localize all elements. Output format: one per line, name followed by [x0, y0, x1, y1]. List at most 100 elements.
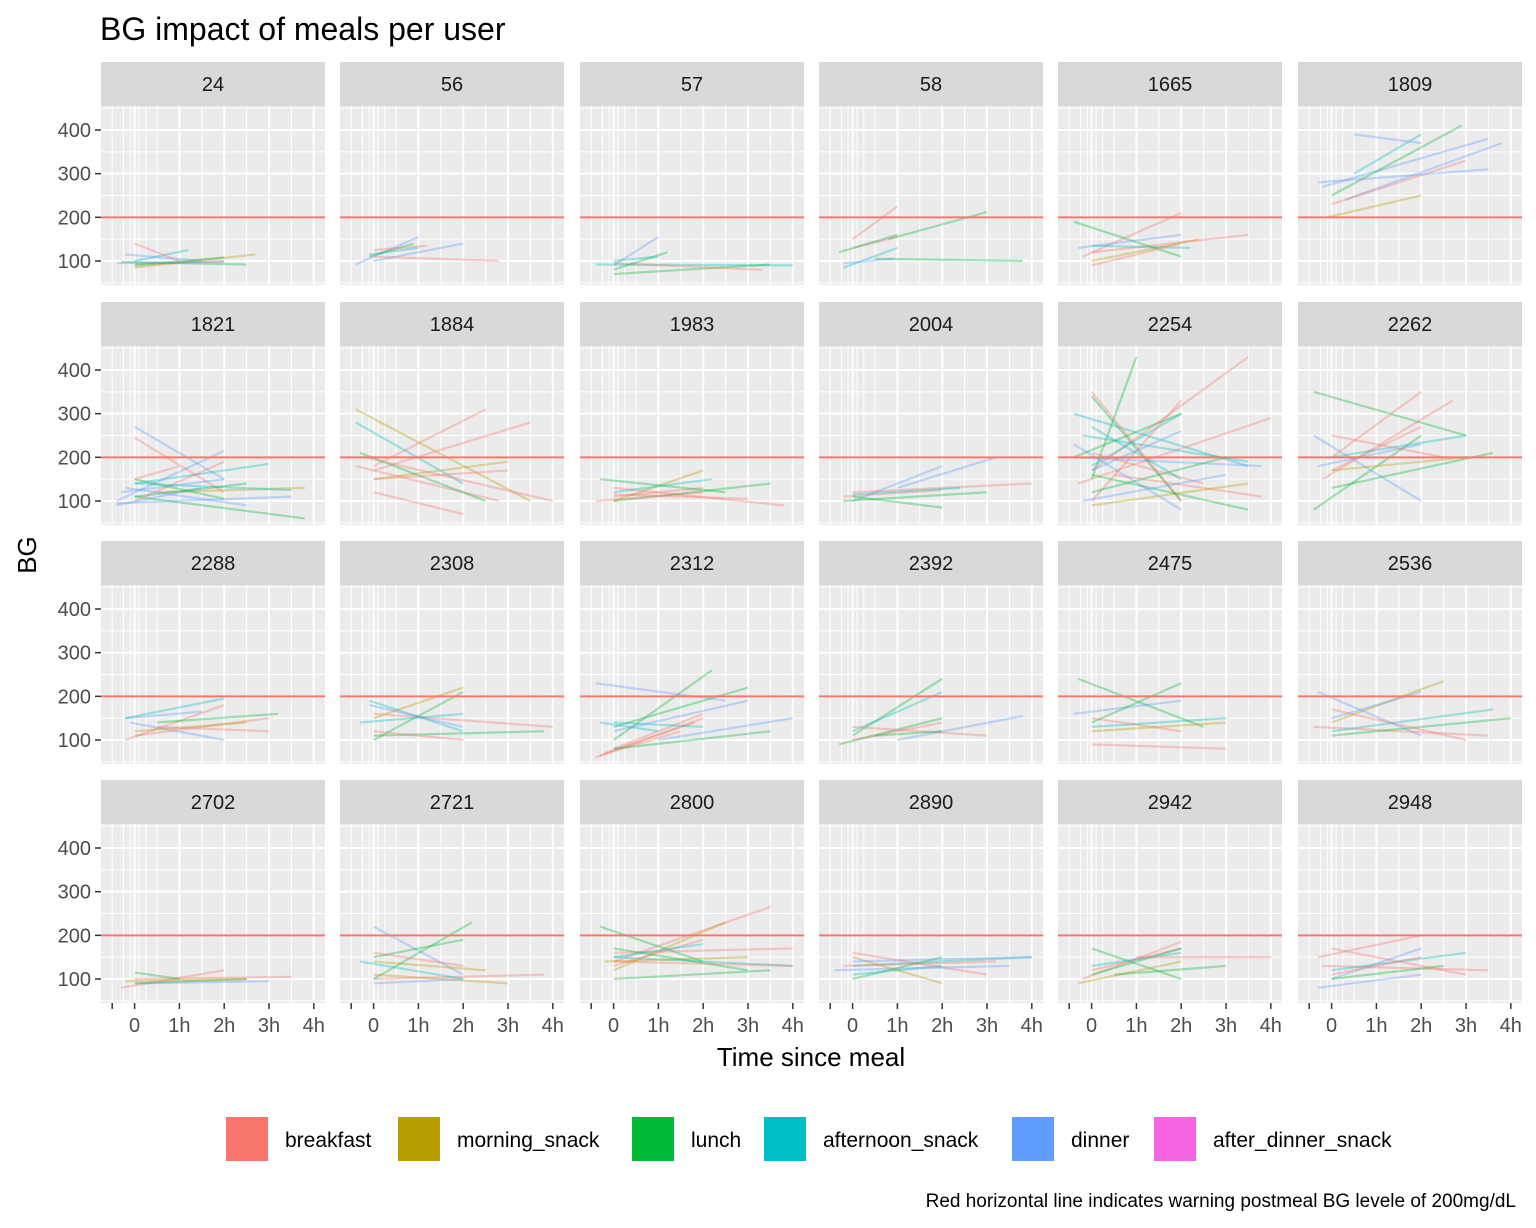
- meal-curve-afternoon_snack: [1331, 951, 1467, 972]
- meal-curve-dinner: [897, 714, 1024, 742]
- meal-curve-afternoon_snack: [613, 478, 713, 494]
- meal-curve-breakfast: [373, 973, 544, 981]
- meal-curve-lunch: [1073, 220, 1182, 258]
- meal-curve-lunch: [600, 478, 726, 494]
- meal-curve-lunch: [1090, 395, 1183, 502]
- facet-plot-area: 0 1h 2h 3h 4h: [1058, 824, 1282, 1037]
- meal-curve-morning_snack: [373, 973, 509, 985]
- meal-curve-breakfast: [1091, 743, 1227, 750]
- meal-curve-lunch: [613, 947, 749, 972]
- meal-curve-breakfast: [1331, 159, 1467, 206]
- meal-curve-afternoon_snack: [599, 721, 659, 733]
- meal-curve-afternoon_snack: [1091, 717, 1227, 728]
- meal-curve-lunch: [874, 257, 1023, 263]
- meal-curve-breakfast: [852, 951, 988, 976]
- meal-curve-dinner: [134, 425, 225, 481]
- x-tick-label: 0: [1086, 1015, 1097, 1037]
- facet-plot-area: [1058, 585, 1282, 764]
- y-tick-label: 100: [58, 730, 91, 752]
- facet-panel: 2702 100 200 300 400 0 1h 2h 3h 4h: [58, 780, 325, 1037]
- meal-curve-dinner: [1082, 473, 1227, 503]
- meal-curve-breakfast: [1331, 434, 1444, 459]
- meal-curve-morning_snack: [1077, 960, 1182, 985]
- facet-panel: 58: [819, 62, 1043, 285]
- facet-plot-area: [1058, 346, 1282, 525]
- x-tick-label: 2h: [452, 1015, 474, 1037]
- meal-curve-morning_snack: [355, 408, 531, 502]
- facet-strip: [101, 780, 325, 824]
- meal-curve-breakfast: [1090, 356, 1250, 472]
- x-tick-label: 1h: [1365, 1015, 1387, 1037]
- facet-plot-area: 0 1h 2h 3h 4h: [340, 824, 564, 1037]
- meal-curve-lunch: [1091, 947, 1182, 976]
- meal-curve-morning_snack: [1091, 238, 1200, 263]
- x-tick-label: 0: [368, 1015, 379, 1037]
- meal-curve-breakfast: [364, 456, 554, 503]
- meal-curve-lunch: [1073, 412, 1182, 459]
- y-tick-label: 100: [58, 969, 91, 991]
- meal-curve-breakfast: [613, 947, 793, 954]
- facet-strip: [101, 302, 325, 346]
- meal-curve-breakfast: [373, 421, 531, 472]
- meal-curve-lunch: [134, 256, 225, 267]
- meal-curve-breakfast: [1331, 425, 1422, 472]
- meal-curve-afternoon_snack: [368, 246, 419, 256]
- meal-curve-dinner: [897, 456, 997, 489]
- y-tick-label: 400: [58, 599, 91, 621]
- meal-curve-breakfast: [843, 960, 996, 967]
- facet-strip: [580, 780, 804, 824]
- meal-curve-breakfast: [134, 259, 225, 266]
- meal-curve-dinner: [834, 964, 1010, 972]
- meal-curve-breakfast: [1313, 725, 1489, 737]
- x-tick-label: 4h: [542, 1015, 564, 1037]
- facet-strip-label: 58: [920, 74, 942, 96]
- meal-curve-lunch: [134, 971, 180, 981]
- x-tick-label: 3h: [258, 1015, 280, 1037]
- meal-curve-breakfast: [1330, 390, 1422, 459]
- x-tick-label: 4h: [1021, 1015, 1043, 1037]
- meal-curve-lunch: [852, 495, 943, 509]
- facet-plot-area: [1298, 585, 1522, 764]
- meal-curve-afternoon_snack: [613, 956, 793, 967]
- facet-panel: 2721 0 1h 2h 3h 4h: [340, 780, 564, 1037]
- meal-curve-lunch: [843, 491, 988, 503]
- facet-strip-label: 2288: [191, 553, 236, 575]
- meal-curve-lunch: [359, 451, 486, 503]
- facet-strip: [580, 62, 804, 106]
- meal-curve-breakfast: [1331, 708, 1467, 742]
- facet-strip: [1058, 302, 1282, 346]
- legend-item-afternoon_snack: afternoon_snack: [764, 1117, 979, 1161]
- meal-curve-afternoon_snack: [1091, 425, 1182, 481]
- meal-curve-dinner: [134, 980, 270, 985]
- facet-strip-label: 1983: [670, 314, 715, 336]
- meal-curve-lunch: [373, 921, 473, 980]
- meal-curve-lunch: [1091, 473, 1249, 511]
- y-tick-label: 200: [58, 447, 91, 469]
- meal-curve-breakfast: [373, 244, 428, 252]
- meal-curve-lunch: [1313, 434, 1422, 511]
- meal-curve-dinner: [116, 449, 225, 502]
- x-tick-label: 3h: [737, 1015, 759, 1037]
- meal-curve-lunch: [1331, 964, 1444, 981]
- meal-curve-breakfast: [1113, 473, 1263, 498]
- meal-curve-breakfast: [373, 951, 464, 967]
- meal-curve-lunch: [1313, 390, 1467, 437]
- y-tick-label: 300: [58, 164, 91, 186]
- meal-curve-breakfast: [1331, 947, 1467, 976]
- y-tick-label: 200: [58, 925, 91, 947]
- x-tick-label: 2h: [931, 1015, 953, 1037]
- meal-curve-breakfast: [613, 262, 762, 271]
- facet-panel: 2312: [580, 541, 804, 764]
- x-tick-label: 2h: [1170, 1015, 1192, 1037]
- meal-curve-dinner: [613, 699, 749, 733]
- facet-strip: [1058, 62, 1282, 106]
- facet-strip-label: 1809: [1388, 74, 1433, 96]
- meal-curve-breakfast: [134, 975, 292, 981]
- legend-swatch: [1154, 1117, 1196, 1161]
- meal-curve-dinner: [355, 235, 419, 266]
- meal-curve-morning_snack: [373, 686, 464, 720]
- legend-swatch: [226, 1117, 268, 1161]
- facet-strip: [1298, 62, 1522, 106]
- meal-curve-breakfast: [1322, 964, 1489, 972]
